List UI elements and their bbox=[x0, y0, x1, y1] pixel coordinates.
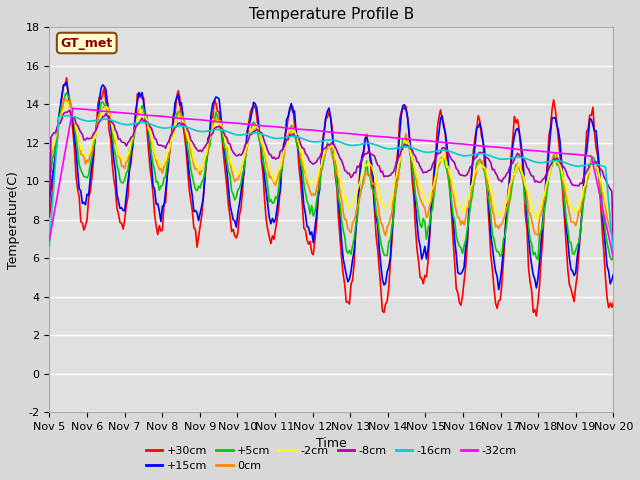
+15cm bbox=[45, 196, 53, 202]
-2cm bbox=[534, 216, 542, 222]
0cm bbox=[215, 118, 223, 124]
+30cm bbox=[532, 313, 540, 319]
+15cm bbox=[234, 210, 242, 216]
0cm bbox=[243, 144, 251, 149]
+30cm bbox=[234, 230, 242, 236]
-8cm bbox=[294, 132, 301, 138]
0cm bbox=[609, 224, 617, 229]
+5cm bbox=[608, 257, 616, 263]
-2cm bbox=[215, 122, 223, 128]
+5cm bbox=[116, 178, 124, 183]
+15cm bbox=[581, 156, 589, 161]
-16cm bbox=[243, 131, 251, 137]
-16cm bbox=[234, 132, 242, 138]
-8cm bbox=[243, 140, 251, 145]
+30cm bbox=[63, 75, 70, 81]
-8cm bbox=[580, 175, 588, 181]
Line: -16cm: -16cm bbox=[49, 116, 613, 254]
+5cm bbox=[215, 120, 223, 125]
-8cm bbox=[66, 108, 74, 113]
0cm bbox=[381, 233, 389, 239]
+15cm bbox=[495, 287, 502, 292]
+30cm bbox=[116, 220, 124, 226]
-2cm bbox=[116, 154, 124, 159]
+5cm bbox=[580, 199, 588, 204]
-16cm bbox=[116, 120, 124, 126]
+5cm bbox=[234, 187, 242, 193]
-16cm bbox=[63, 113, 70, 119]
-32cm bbox=[69, 106, 77, 111]
-32cm bbox=[45, 238, 53, 243]
-16cm bbox=[294, 134, 301, 140]
Line: -2cm: -2cm bbox=[49, 103, 613, 219]
-16cm bbox=[580, 163, 588, 168]
+5cm bbox=[609, 254, 617, 260]
-2cm bbox=[294, 135, 301, 141]
Line: +15cm: +15cm bbox=[49, 83, 613, 289]
+30cm bbox=[294, 144, 301, 149]
+5cm bbox=[294, 145, 301, 151]
+30cm bbox=[215, 109, 223, 115]
-32cm bbox=[215, 119, 223, 125]
-16cm bbox=[45, 243, 53, 249]
+30cm bbox=[609, 300, 617, 305]
+15cm bbox=[294, 138, 301, 144]
-32cm bbox=[294, 126, 301, 132]
0cm bbox=[234, 177, 242, 183]
Line: -32cm: -32cm bbox=[49, 108, 613, 258]
-8cm bbox=[45, 214, 53, 220]
-2cm bbox=[65, 100, 72, 106]
Line: +5cm: +5cm bbox=[49, 93, 613, 260]
0cm bbox=[45, 150, 53, 156]
Y-axis label: Temperature(C): Temperature(C) bbox=[7, 171, 20, 269]
-2cm bbox=[234, 172, 242, 178]
-2cm bbox=[581, 183, 589, 189]
-16cm bbox=[215, 127, 223, 132]
0cm bbox=[294, 138, 301, 144]
+5cm bbox=[243, 142, 251, 148]
0cm bbox=[61, 96, 69, 102]
Line: -8cm: -8cm bbox=[49, 110, 613, 252]
-8cm bbox=[609, 249, 617, 254]
-2cm bbox=[243, 142, 251, 148]
-8cm bbox=[215, 124, 223, 130]
+5cm bbox=[63, 90, 70, 96]
X-axis label: Time: Time bbox=[316, 437, 347, 450]
Line: 0cm: 0cm bbox=[49, 99, 613, 236]
-2cm bbox=[609, 214, 617, 220]
-32cm bbox=[234, 120, 242, 126]
-2cm bbox=[45, 148, 53, 154]
+5cm bbox=[45, 169, 53, 175]
+15cm bbox=[609, 272, 617, 277]
+30cm bbox=[581, 156, 589, 162]
+30cm bbox=[243, 137, 251, 143]
Text: GT_met: GT_met bbox=[61, 36, 113, 49]
Line: +30cm: +30cm bbox=[49, 78, 613, 316]
0cm bbox=[116, 154, 124, 160]
-32cm bbox=[580, 152, 588, 158]
-32cm bbox=[116, 109, 124, 115]
-16cm bbox=[609, 252, 617, 257]
0cm bbox=[581, 182, 589, 188]
+15cm bbox=[116, 205, 124, 211]
+15cm bbox=[63, 80, 70, 85]
-8cm bbox=[116, 136, 124, 142]
-8cm bbox=[234, 153, 242, 158]
-32cm bbox=[609, 255, 617, 261]
Title: Temperature Profile B: Temperature Profile B bbox=[249, 7, 414, 22]
-32cm bbox=[243, 121, 251, 127]
+30cm bbox=[45, 213, 53, 218]
Legend: +30cm, +15cm, +5cm, 0cm, -2cm, -8cm, -16cm, -32cm: +30cm, +15cm, +5cm, 0cm, -2cm, -8cm, -16… bbox=[141, 441, 522, 476]
+15cm bbox=[215, 96, 223, 102]
+15cm bbox=[243, 128, 251, 133]
